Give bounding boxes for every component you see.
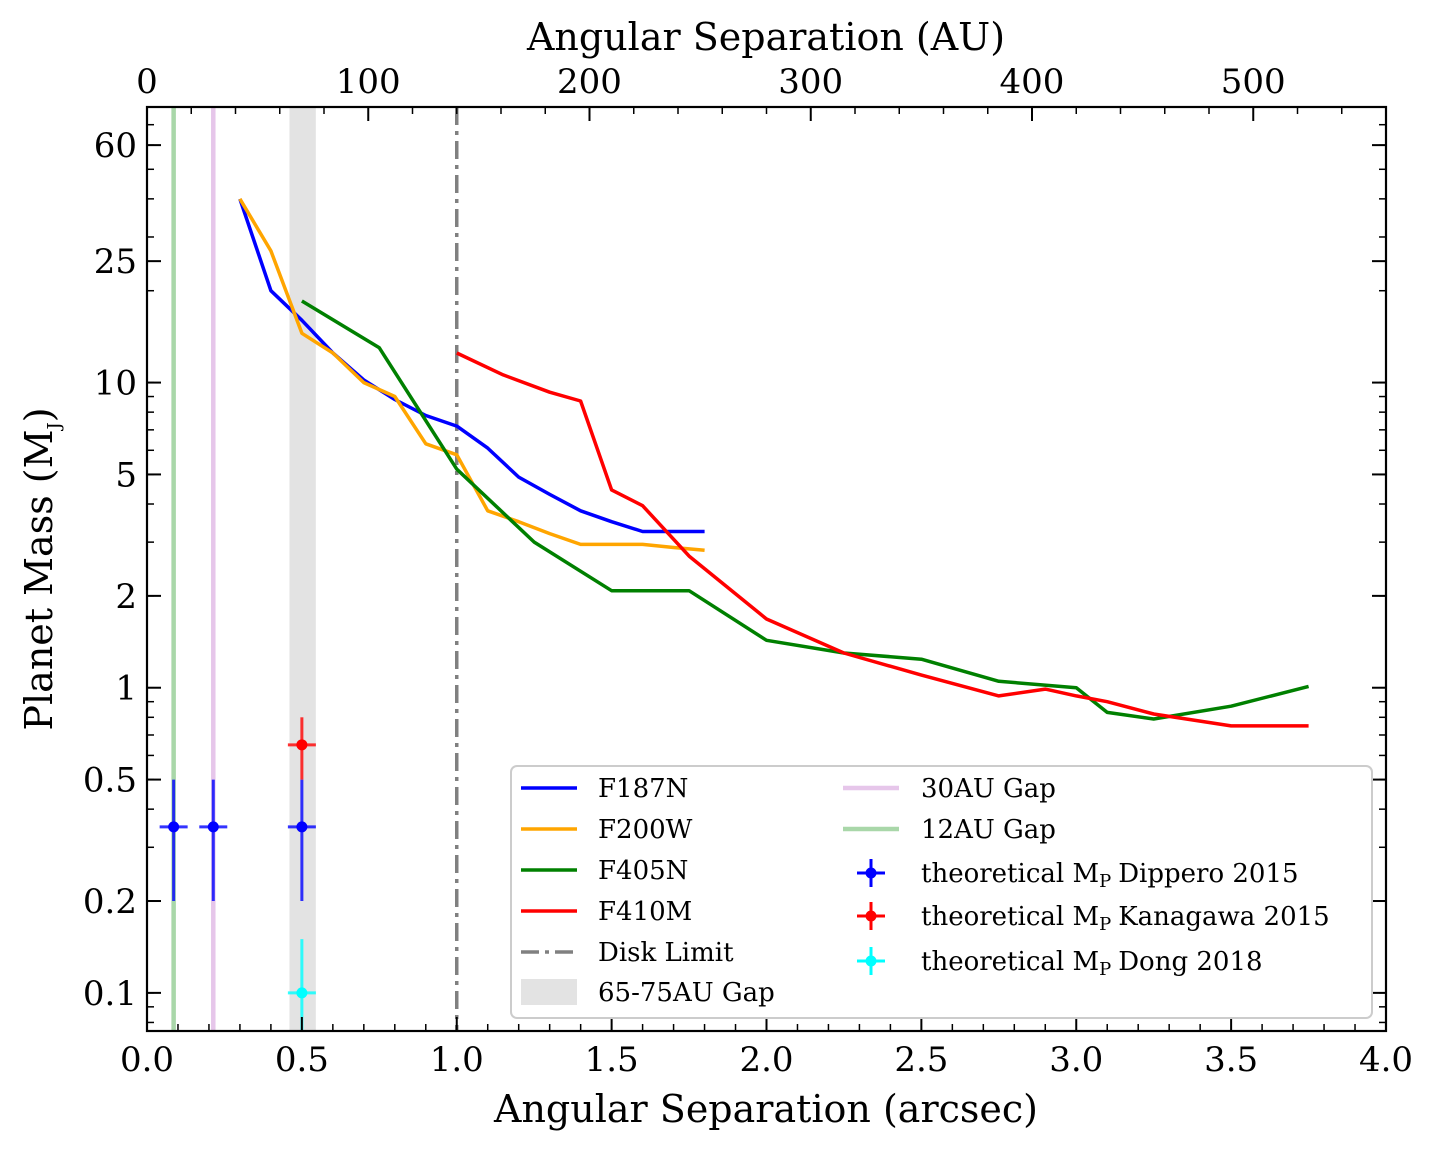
top-tick-label: 200 [557,62,622,102]
legend-swatch-dong-dot [865,955,877,967]
y-axis-title-close: ) [17,407,61,422]
legend-label-kanagawa-ref: Kanagawa 2015 [1118,902,1330,932]
top-tick-label: 300 [778,62,843,102]
legend-label-kanagawa-name: theoretical M [921,902,1099,932]
legend-label-dippero-ref: Dippero 2015 [1118,859,1298,889]
top-tick-label: 400 [1000,62,1065,102]
y-axis-title-main: Planet Mass (M [17,429,61,730]
legend-label-dippero-sub: P [1099,871,1111,892]
plot-frame [145,105,1388,1033]
tick-labels: 0.0 0.5 1.0 1.5 2.0 2.5 3.0 3.5 4.0 0 100 200 300 400… [83,62,1413,1080]
legend-label-f405n: F405N [598,856,688,886]
legend: F187N F200W F405N F410M Disk Limit 65-75… [510,765,1373,1019]
top-axis-title: Angular Separation (AU) [526,15,1005,59]
y-tick-label: 0.2 [83,882,137,922]
errorbar-dong-2018-0-point [296,987,308,999]
y-tick-label: 60 [94,126,137,166]
x-tick-label: 0.5 [275,1040,329,1080]
x-tick-label: 3.0 [1049,1040,1103,1080]
errorbar-dippero-2015-2-point [296,821,308,833]
legend-entry-30au-gap: 30AU Gap [843,774,1056,804]
top-tick-label: 100 [336,62,401,102]
legend-entry-kanagawa: theoretical MP Kanagawa 2015 [857,902,1330,935]
y-tick-label: 25 [94,242,137,282]
legend-swatch-kanagawa-dot [865,910,877,922]
x-tick-label: 1.0 [430,1040,484,1080]
legend-label-dong-sub: P [1099,959,1111,980]
series-line-f187n [238,198,705,534]
legend-entry-dong: theoretical MP Dong 2018 [857,947,1263,980]
legend-entry-dippero: theoretical MP Dippero 2015 [857,859,1299,892]
series-line-f410m [456,351,1309,728]
x-tick-label: 2.5 [894,1040,948,1080]
top-tick-label: 500 [1221,62,1286,102]
legend-label-12au-gap: 12AU Gap [921,815,1056,845]
legend-entry-disk-limit: Disk Limit [521,938,734,968]
series-line-f405n [300,299,1310,721]
x-axis-title: Angular Separation (arcsec) [493,1087,1038,1131]
legend-entry-f200w: F200W [521,815,693,845]
legend-label-dong-name: theoretical M [921,947,1099,977]
top-tick-label: 0 [136,62,158,102]
legend-frame [510,765,1373,1019]
y-axis-title: Planet Mass (MJ) [17,407,65,730]
y-tick-label: 0.1 [83,974,137,1014]
legend-entry-f410m: F410M [521,897,692,927]
y-tick-label: 0.5 [83,761,137,801]
legend-label-kanagawa: theoretical MP Kanagawa 2015 [921,902,1330,935]
plot-area [159,107,1310,1031]
errorbar-dippero-2015-1-point [207,821,219,833]
legend-label-f200w: F200W [598,815,693,845]
legend-label-disk-limit: Disk Limit [598,938,734,968]
errorbar-dippero-2015-0-point [168,821,180,833]
axis-ticks [146,106,1387,1031]
y-axis-title-sub: J [44,422,65,431]
legend-entry-f405n: F405N [521,856,688,886]
legend-label-kanagawa-sub: P [1099,914,1111,935]
y-tick-label: 1 [115,669,137,709]
y-tick-label: 2 [115,577,137,617]
x-tick-label: 3.5 [1204,1040,1258,1080]
y-tick-label: 10 [94,364,137,404]
x-tick-label: 1.5 [585,1040,639,1080]
legend-swatch-dippero-dot [865,867,877,879]
legend-label-f410m: F410M [598,897,692,927]
legend-label-dippero-name: theoretical M [921,859,1099,889]
legend-entry-f187n: F187N [521,774,688,804]
legend-label-gap-band: 65-75AU Gap [598,978,775,1008]
legend-label-dong-ref: Dong 2018 [1118,947,1262,977]
legend-entry-12au-gap: 12AU Gap [843,815,1056,845]
x-tick-label: 4.0 [1359,1040,1413,1080]
legend-swatch-gap-band [521,979,577,1005]
legend-label-dippero: theoretical MP Dippero 2015 [921,859,1299,892]
errorbar-kanagawa-2015-0-point [296,739,308,751]
x-tick-label: 0.0 [120,1040,174,1080]
y-tick-label: 5 [115,455,137,495]
legend-label-f187n: F187N [598,774,688,804]
legend-entry-gap-band: 65-75AU Gap [521,978,775,1008]
legend-label-dong: theoretical MP Dong 2018 [921,947,1263,980]
legend-label-30au-gap: 30AU Gap [921,774,1056,804]
x-tick-label: 2.0 [739,1040,793,1080]
